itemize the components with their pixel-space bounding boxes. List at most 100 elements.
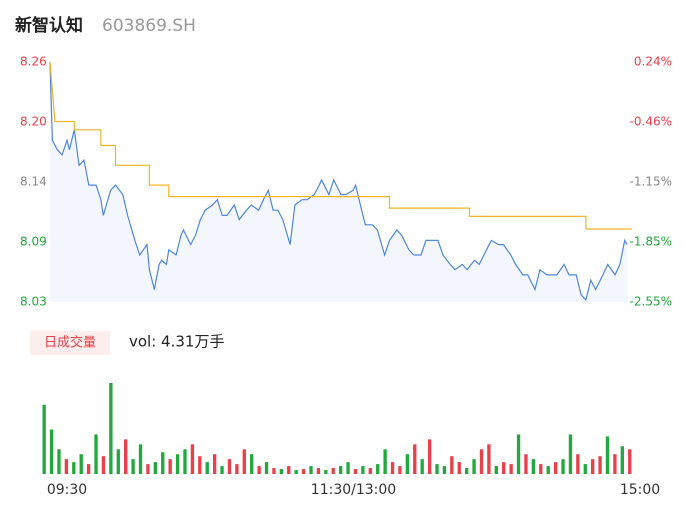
volume-bar <box>287 466 291 474</box>
volume-bar <box>227 459 232 474</box>
volume-bar <box>116 449 120 474</box>
volume-bar <box>568 434 573 474</box>
volume-bar <box>338 466 343 474</box>
volume-bar <box>420 459 424 474</box>
volume-bar <box>457 462 461 474</box>
volume-bar <box>72 462 76 474</box>
y-tick-label: 8.20 <box>20 115 47 129</box>
volume-bar <box>272 468 276 474</box>
volume-bar <box>294 470 298 474</box>
y2-tick-label: -1.85% <box>630 235 672 249</box>
volume-bar <box>301 469 306 474</box>
volume-bar <box>531 459 536 474</box>
volume-bar <box>383 449 387 474</box>
volume-bar <box>605 436 610 474</box>
price-line <box>49 61 628 302</box>
volume-bar <box>212 454 217 474</box>
volume-bar <box>353 469 358 474</box>
volume-bar <box>376 464 380 474</box>
volume-bar <box>220 466 224 474</box>
x-tick-label: 15:00 <box>620 482 660 498</box>
volume-bar <box>405 454 410 474</box>
volume-bar <box>583 464 587 474</box>
volume-bar <box>390 462 395 474</box>
volume-bar <box>539 464 543 474</box>
y2-tick-label: -1.15% <box>630 174 672 188</box>
volume-bar <box>427 439 432 474</box>
volume-bar <box>161 452 165 474</box>
y-tick-label: 8.14 <box>20 175 47 189</box>
volume-bar <box>42 404 46 474</box>
volume-bar <box>257 466 261 474</box>
x-tick-label: 09:30 <box>47 482 87 498</box>
volume-bar <box>309 466 313 474</box>
volume-bar <box>553 462 558 474</box>
volume-bar <box>79 454 83 474</box>
y-tick-label: 8.03 <box>20 295 47 309</box>
volume-bar <box>502 462 506 474</box>
y2-tick-label: -2.55% <box>630 295 672 309</box>
volume-bar <box>49 429 54 474</box>
volume-bar <box>487 444 491 474</box>
volume-bar <box>138 444 143 474</box>
volume-bar <box>183 449 187 474</box>
stock-name: 新智认知 <box>15 15 83 36</box>
stock-code: 603869.SH <box>102 16 196 36</box>
volume-bar <box>398 466 402 474</box>
volume-bar <box>509 464 513 474</box>
volume-bar <box>546 466 550 474</box>
volume-bar <box>264 462 269 474</box>
volume-bar <box>346 462 350 474</box>
volume-bar <box>591 459 595 474</box>
volume-bar <box>101 456 106 474</box>
volume-bar <box>324 470 328 474</box>
volume-bar <box>561 459 565 474</box>
volume-label: vol: 4.31万手 <box>129 333 224 351</box>
volume-bar <box>331 468 335 474</box>
volume-bar <box>464 468 469 474</box>
volume-bar <box>450 456 454 474</box>
price-area <box>50 62 628 302</box>
volume-bar <box>435 464 439 474</box>
volume-bar <box>279 469 284 474</box>
volume-bar <box>57 449 61 474</box>
volume-bar <box>86 464 91 474</box>
volume-bar <box>576 454 580 474</box>
volume-bar <box>598 456 602 474</box>
volume-bar <box>479 449 484 474</box>
y2-tick-label: -0.46% <box>630 115 672 129</box>
volume-bar <box>628 449 632 474</box>
volume-bar <box>316 468 321 474</box>
volume-bar <box>153 462 158 474</box>
average-line <box>49 61 632 230</box>
volume-bar <box>175 454 180 474</box>
volume-bar <box>442 466 447 474</box>
volume-bar <box>198 456 202 474</box>
volume-bar <box>131 459 135 474</box>
volume-bar <box>124 439 128 474</box>
volume-legend: 日成交量 <box>44 335 96 351</box>
volume-bar <box>94 434 98 474</box>
volume-bar <box>190 444 195 474</box>
volume-bar <box>64 459 69 474</box>
volume-bar <box>109 383 113 474</box>
x-tick-label: 11:30/13:00 <box>311 482 396 498</box>
volume-bar <box>472 459 476 474</box>
volume-bar <box>205 462 209 474</box>
volume-bar <box>168 459 172 474</box>
volume-bar <box>516 434 521 474</box>
volume-bar <box>250 454 254 474</box>
volume-bar <box>242 449 246 474</box>
y2-tick-label: 0.24% <box>634 55 672 69</box>
volume-bar <box>620 446 624 474</box>
volume-bar <box>613 454 617 474</box>
volume-bar <box>494 466 498 474</box>
volume-bar <box>235 464 239 474</box>
volume-bar <box>413 444 417 474</box>
volume-bar <box>368 468 372 474</box>
y-tick-label: 8.26 <box>20 55 47 69</box>
legend-badge <box>30 331 110 355</box>
volume-bar <box>361 466 365 474</box>
